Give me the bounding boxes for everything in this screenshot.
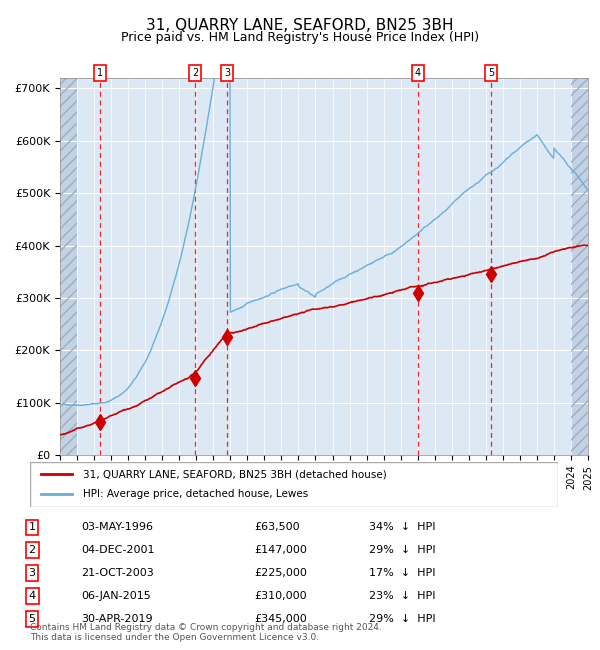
Text: 31, QUARRY LANE, SEAFORD, BN25 3BH (detached house): 31, QUARRY LANE, SEAFORD, BN25 3BH (deta…	[83, 469, 386, 479]
Text: 31, QUARRY LANE, SEAFORD, BN25 3BH: 31, QUARRY LANE, SEAFORD, BN25 3BH	[146, 18, 454, 33]
Text: 3: 3	[29, 568, 35, 578]
Bar	[60, 78, 77, 455]
Text: 23%  ↓  HPI: 23% ↓ HPI	[369, 591, 436, 601]
Bar	[571, 78, 588, 455]
Text: £63,500: £63,500	[254, 523, 299, 532]
Text: Price paid vs. HM Land Registry's House Price Index (HPI): Price paid vs. HM Land Registry's House …	[121, 31, 479, 44]
Text: 29%  ↓  HPI: 29% ↓ HPI	[369, 614, 436, 624]
Text: 29%  ↓  HPI: 29% ↓ HPI	[369, 545, 436, 555]
Text: £345,000: £345,000	[254, 614, 307, 624]
Text: HPI: Average price, detached house, Lewes: HPI: Average price, detached house, Lewe…	[83, 489, 308, 499]
Text: Contains HM Land Registry data © Crown copyright and database right 2024.
This d: Contains HM Land Registry data © Crown c…	[30, 623, 382, 642]
Text: 04-DEC-2001: 04-DEC-2001	[81, 545, 155, 555]
Text: £310,000: £310,000	[254, 591, 307, 601]
Text: 4: 4	[415, 68, 421, 78]
Text: 2: 2	[29, 545, 36, 555]
Text: 5: 5	[29, 614, 35, 624]
Text: 06-JAN-2015: 06-JAN-2015	[81, 591, 151, 601]
Bar	[60, 78, 77, 455]
Text: 3: 3	[224, 68, 230, 78]
Text: 21-OCT-2003: 21-OCT-2003	[81, 568, 154, 578]
Text: £147,000: £147,000	[254, 545, 307, 555]
Text: 2: 2	[192, 68, 198, 78]
Text: 34%  ↓  HPI: 34% ↓ HPI	[369, 523, 436, 532]
Text: 17%  ↓  HPI: 17% ↓ HPI	[369, 568, 436, 578]
Text: £225,000: £225,000	[254, 568, 307, 578]
Text: 1: 1	[97, 68, 103, 78]
Text: 03-MAY-1996: 03-MAY-1996	[81, 523, 153, 532]
Text: 1: 1	[29, 523, 35, 532]
Text: 4: 4	[29, 591, 36, 601]
FancyBboxPatch shape	[30, 462, 558, 507]
Text: 30-APR-2019: 30-APR-2019	[81, 614, 153, 624]
Bar	[571, 78, 588, 455]
Text: 5: 5	[488, 68, 494, 78]
